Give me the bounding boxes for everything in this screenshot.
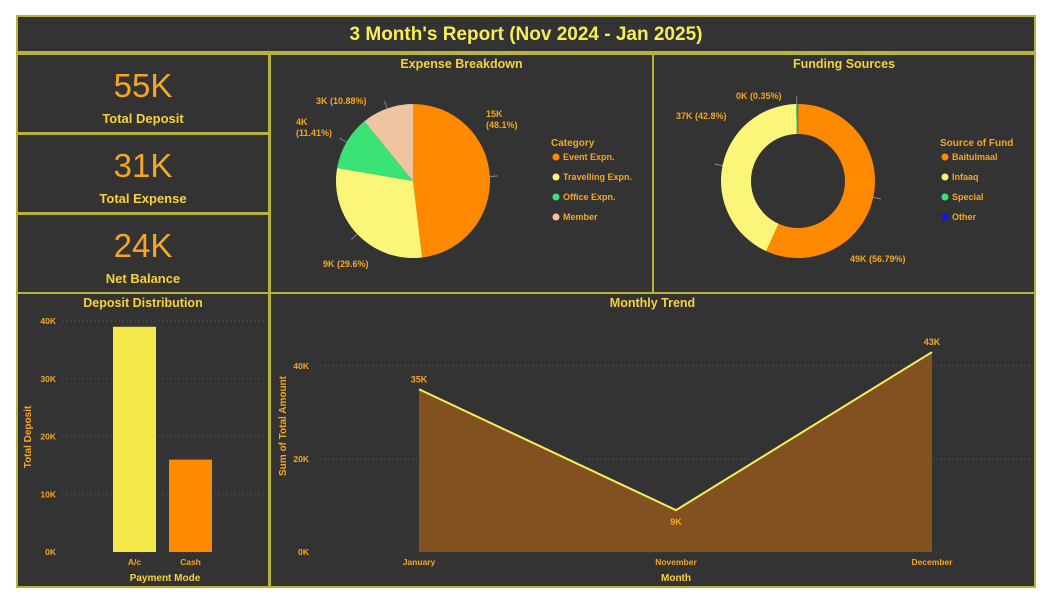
legend-marker [552,213,560,221]
data-label: 0K (0.35%) [736,91,782,101]
legend-marker [552,173,560,181]
panel-title: Deposit Distribution [83,296,203,310]
leader-line [714,163,723,167]
data-label: 4K (11.41%) [296,117,332,138]
kpi-value: 55K [113,67,173,104]
legend-marker [552,153,560,161]
donut-slice-baitulmaal [766,104,875,258]
panel-title: Funding Sources [792,57,896,71]
report-header: 3 Month's Report (Nov 2024 - Jan 2025) [16,15,1036,53]
kpi-card-total-expense[interactable]: 31K Total Expense [16,133,270,214]
donut-slice-special [796,104,798,135]
data-label: 49K (56.79%) [850,254,906,264]
legend-marker [941,153,949,161]
funding-sources-panel[interactable]: Funding Sources 49K (56.79%) 37K (42.8%) 0… [652,53,1036,294]
legend-item: Member [563,212,598,222]
leader-line [384,100,388,109]
deposit-bar-chart[interactable]: 0K 10K 20K 30K 40K A/c Cash Payment Mode Total D… [18,294,268,586]
y-tick-label: 0K [298,547,310,557]
y-tick-label: 40K [40,316,56,326]
legend-item: Special [952,192,984,202]
leader-line [351,233,358,240]
expense-pie-chart[interactable]: 15K (48.1%) 9K (29.6%) 4K (11.41%) 3K (10.88%… [271,55,652,292]
expense-breakdown-panel[interactable]: Expense Breakdown 15K (48.1%) 9K (29.6%) 4K… [269,53,654,294]
area-fill [419,352,932,552]
page-title: 3 Month's Report (Nov 2024 - Jan 2025) [349,24,703,45]
legend-item: Event Expn. [563,152,615,162]
x-axis-title: Payment Mode [130,573,201,584]
y-tick-label: 20K [40,432,56,442]
kpi-card-total-deposit[interactable]: 55K Total Deposit [16,53,270,134]
trend-line [418,351,933,512]
kpi-label: Net Balance [105,271,181,286]
monthly-trend-panel[interactable]: Monthly Trend 0K 20K 40K 35K January 9K Novemb… [269,292,1036,588]
y-axis-title: Total Deposit [23,405,34,468]
kpi-card-net-balance[interactable]: 24K Net Balance [16,213,270,294]
x-axis-title: Month [661,573,691,584]
pie-slice-travelling-expn [336,167,423,258]
donut-slice-infaaq [721,104,797,252]
kpi-label: Total Expense [99,191,187,206]
x-tick-label: November [655,557,697,567]
y-tick-label: 20K [293,454,309,464]
legend-title: Category [551,138,595,149]
legend-title: Source of Fund [940,138,1013,149]
pie-slice-office-expn [337,121,413,181]
y-axis-title: Sum of Total Amount [278,375,289,476]
pie-slice-member [364,104,413,181]
legend-marker [552,193,560,201]
pie-slice-event-expn [413,104,490,258]
data-label: 37K (42.8%) [676,111,727,121]
panel-title: Monthly Trend [609,296,696,310]
data-label: 35K [411,374,428,384]
data-label: 9K (29.6%) [323,259,369,269]
funding-donut-chart[interactable]: 49K (56.79%) 37K (42.8%) 0K (0.35%) Source … [654,55,1034,292]
legend-item: Travelling Expn. [563,172,632,182]
data-label: 9K [670,517,682,527]
bar-a-c [113,326,156,552]
x-tick-label: January [403,557,436,567]
leader-line [873,196,882,200]
kpi-value: 24K [113,227,173,264]
y-tick-label: 10K [40,489,56,499]
data-label: 15K (48.1%) [486,109,518,130]
x-tick-label: December [911,557,953,567]
legend-marker [941,213,949,221]
bar-cash [169,459,212,552]
x-tick-label: A/c [128,557,142,567]
legend-item: Other [952,212,977,222]
deposit-distribution-panel[interactable]: Deposit Distribution 0K 10K 20K 30K 40K A/c Ca… [16,292,270,588]
leader-line [339,137,347,143]
legend-item: Baitulmaal [952,152,998,162]
y-tick-label: 30K [40,374,56,384]
legend-item: Infaaq [952,172,979,182]
legend-marker [941,173,949,181]
data-label: 43K [924,337,941,347]
legend-item: Office Expn. [563,192,616,202]
kpi-value: 31K [113,147,173,184]
data-label: 3K (10.88%) [316,96,367,106]
legend-marker [941,193,949,201]
y-tick-label: 40K [293,361,309,371]
x-tick-label: Cash [180,557,201,567]
monthly-trend-area-chart[interactable]: 0K20K40K35KJanuary9KNovember43KDecemberM… [271,294,1034,586]
y-tick-label: 0K [45,547,57,557]
kpi-label: Total Deposit [102,111,184,126]
panel-title: Expense Breakdown [400,57,523,71]
